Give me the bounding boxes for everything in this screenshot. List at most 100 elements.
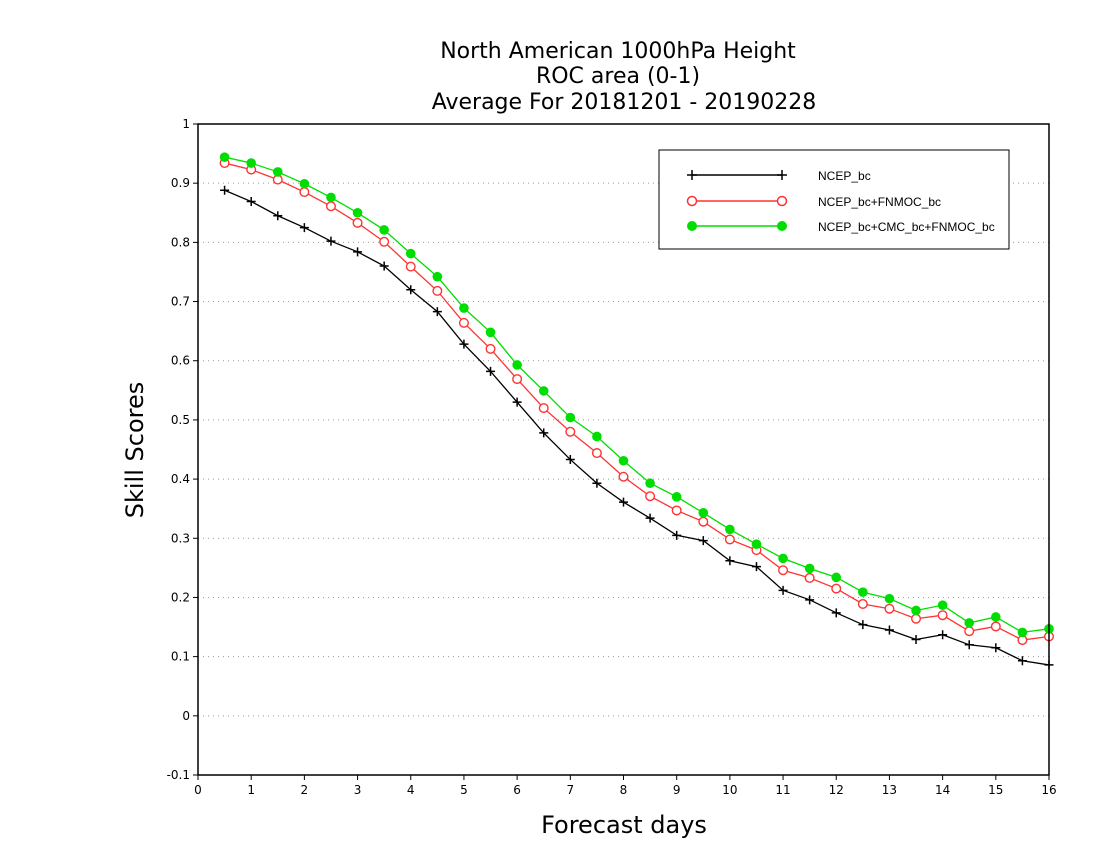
series-1-point xyxy=(273,211,283,221)
x-tick-label: 15 xyxy=(988,783,1003,797)
series-2-point xyxy=(645,491,656,502)
legend-label-ncep-cmc-fnmoc: NCEP_bc+CMC_bc+FNMOC_bc xyxy=(818,220,995,234)
series-1-point xyxy=(858,620,868,630)
series-2-point xyxy=(565,426,576,437)
series-3-point xyxy=(858,587,868,597)
series-3-point xyxy=(725,524,735,535)
series-3-point xyxy=(485,327,496,338)
series-1-point xyxy=(353,247,363,257)
x-tick-label: 7 xyxy=(566,783,574,797)
series-2-point xyxy=(724,534,735,545)
series-2-point xyxy=(432,285,443,296)
series-2-point xyxy=(379,236,390,247)
series-3-point xyxy=(778,553,788,564)
x-tick-label: 10 xyxy=(722,783,737,797)
series-2-point xyxy=(698,516,709,527)
series-1-point xyxy=(220,185,230,195)
series-3-point xyxy=(459,303,469,313)
series-1-point xyxy=(299,223,309,233)
series-3-point xyxy=(991,612,1001,622)
series-1-point xyxy=(379,261,389,271)
legend-marker-ncep-cmc-fnmoc-right xyxy=(777,221,787,231)
x-tick-label: 1 xyxy=(247,783,255,797)
series-1-point xyxy=(911,634,921,644)
series-1-point xyxy=(1017,656,1027,666)
x-tick-label: 0 xyxy=(194,783,202,797)
series-layer xyxy=(219,152,1054,670)
y-tick-label: 0.3 xyxy=(171,531,190,545)
series-1-point xyxy=(884,625,894,635)
series-2-point xyxy=(485,343,496,354)
series-1-line xyxy=(224,189,1050,666)
series-1-point xyxy=(512,397,522,407)
series-3-point xyxy=(219,152,230,162)
series-2-point xyxy=(804,572,815,583)
series-3-point xyxy=(405,248,416,259)
series-2-point xyxy=(299,187,310,198)
series-2-point xyxy=(405,261,416,272)
series-3-point xyxy=(352,207,363,218)
x-tick-label: 2 xyxy=(301,783,309,797)
series-1-point xyxy=(778,585,788,595)
chart-title-line-2: ROC area (0-1) xyxy=(536,64,700,89)
series-3-point xyxy=(618,455,629,466)
legend-label-ncep-bc: NCEP_bc xyxy=(818,169,871,183)
series-3-point xyxy=(937,600,948,610)
x-tick-label: 12 xyxy=(829,783,844,797)
series-2-point xyxy=(458,317,469,328)
y-tick-label: 0.2 xyxy=(171,590,190,604)
series-2-point xyxy=(591,448,602,459)
x-tick-label: 8 xyxy=(620,783,628,797)
y-tick-label: 0.8 xyxy=(171,235,190,249)
series-1-point xyxy=(432,307,442,317)
series-3-point xyxy=(379,225,389,235)
series-2-point xyxy=(857,598,868,609)
x-tick-label: 16 xyxy=(1041,783,1056,797)
series-1-point xyxy=(805,595,815,605)
series-3-point xyxy=(592,431,602,442)
chart-title-line-1: North American 1000hPa Height xyxy=(440,39,796,64)
series-2-point xyxy=(778,565,789,576)
x-tick-label: 11 xyxy=(775,783,790,797)
legend-marker-ncep-fnmoc-left xyxy=(686,195,698,207)
series-3-point xyxy=(326,192,336,203)
x-tick-label: 5 xyxy=(460,783,468,797)
series-2-point xyxy=(937,610,948,621)
series-2-point xyxy=(990,621,1001,632)
y-tick-label: 1 xyxy=(182,117,190,131)
series-1-point xyxy=(938,630,948,640)
y-tick-label: 0.7 xyxy=(171,295,190,309)
legend-marker-ncep-bc-right xyxy=(777,170,787,180)
series-3-point xyxy=(512,360,522,370)
y-tick-label: 0.4 xyxy=(171,472,190,486)
legend-marker-ncep-bc-left xyxy=(687,170,697,180)
axes: -0.100.10.20.30.40.50.60.70.80.910 1 2 3 4 5 6… xyxy=(167,117,1057,797)
series-3-point xyxy=(804,563,815,574)
y-tick-label: 0.5 xyxy=(171,413,190,427)
series-1-point xyxy=(486,366,496,376)
series-2-point xyxy=(538,403,549,414)
series-3-point xyxy=(272,167,283,177)
x-tick-label: 4 xyxy=(407,783,415,797)
series-1-point xyxy=(725,556,735,566)
y-tick-label: 0 xyxy=(182,709,190,723)
series-2-point xyxy=(671,505,682,516)
series-1-point xyxy=(672,530,682,540)
series-2-point xyxy=(884,603,895,614)
legend-marker-ncep-cmc-fnmoc-left xyxy=(687,221,697,231)
series-3-point xyxy=(645,478,655,489)
y-tick-label: 0.1 xyxy=(171,650,190,664)
series-2-point xyxy=(352,217,363,228)
series-1-point xyxy=(619,497,628,507)
series-1-point xyxy=(991,643,1001,653)
series-1-point xyxy=(565,455,575,465)
y-tick-label: -0.1 xyxy=(167,768,190,782)
y-tick-label: 0.6 xyxy=(171,354,190,368)
series-2-point xyxy=(618,471,629,482)
series-1-point xyxy=(539,428,549,438)
series-3-point xyxy=(1017,627,1028,638)
series-2-point xyxy=(831,583,842,594)
series-3-point xyxy=(246,158,256,168)
grid xyxy=(198,182,1049,717)
